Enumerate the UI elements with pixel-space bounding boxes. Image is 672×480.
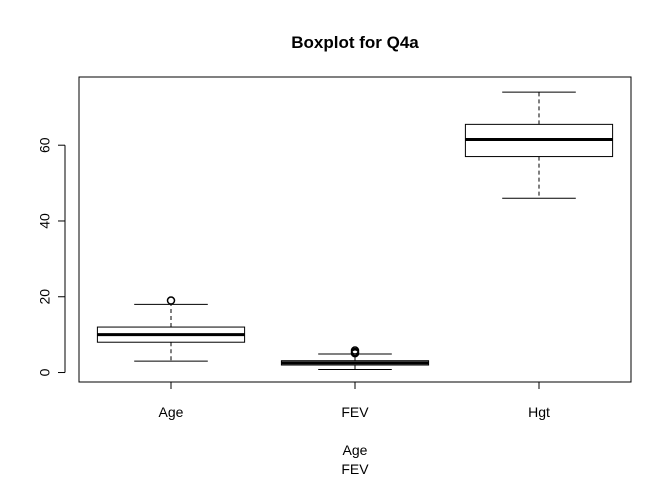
y-tick-label: 40: [37, 213, 53, 229]
x-axis-label-line-1: Age: [343, 442, 368, 458]
x-tick-label: FEV: [341, 404, 369, 420]
y-tick-label: 20: [37, 289, 53, 305]
box-fev: [280, 346, 430, 370]
x-axis-label-line-2: FEV: [341, 461, 369, 477]
y-tick-label: 0: [37, 368, 53, 376]
outlier-point: [166, 296, 176, 305]
outlier-point: [350, 346, 360, 355]
boxes-group: [96, 91, 614, 370]
box-age: [96, 296, 246, 362]
chart-title: Boxplot for Q4a: [291, 33, 419, 52]
box-hgt: [464, 91, 614, 199]
x-axis: Age FEV Hgt: [159, 381, 550, 420]
y-tick-label: 60: [37, 137, 53, 153]
y-axis: 0 20 40 60: [37, 137, 66, 376]
x-tick-label: Hgt: [528, 404, 550, 420]
x-tick-label: Age: [159, 404, 184, 420]
